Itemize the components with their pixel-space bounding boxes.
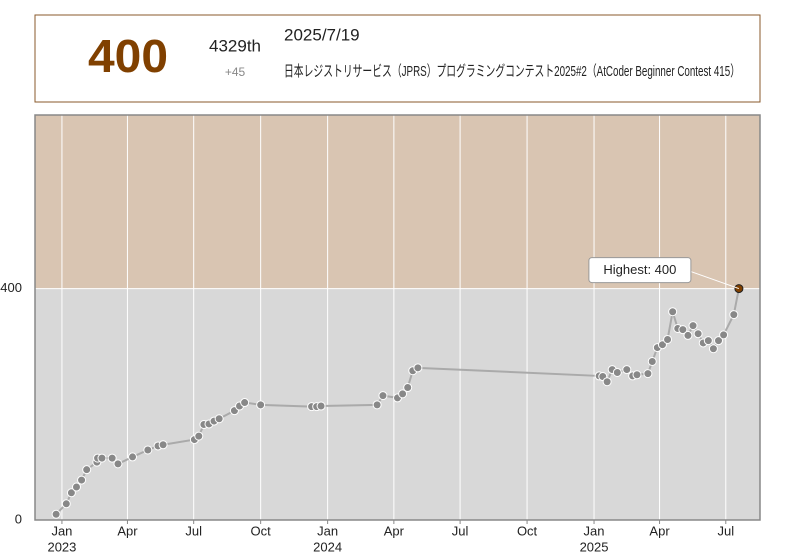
point xyxy=(71,482,81,492)
date: 2025/7/19 xyxy=(284,25,360,44)
point xyxy=(398,389,408,399)
point xyxy=(194,431,204,441)
point xyxy=(66,488,76,498)
point xyxy=(612,367,622,377)
y-tick-label: 400 xyxy=(0,280,22,295)
x-tick-label: Oct xyxy=(251,523,272,538)
point xyxy=(714,336,724,346)
point xyxy=(61,499,71,509)
point xyxy=(256,400,266,410)
point xyxy=(693,329,703,339)
point xyxy=(113,459,123,469)
point xyxy=(214,414,224,424)
annotation-box xyxy=(588,257,692,284)
x-tick-label: Jul xyxy=(717,523,734,538)
x-tick-label: Jan xyxy=(584,523,605,538)
point xyxy=(602,377,612,387)
point xyxy=(703,336,713,346)
x-tick-label: Jul xyxy=(185,523,202,538)
x-tick-label: Oct xyxy=(517,523,538,538)
x-tick-year: 2024 xyxy=(313,539,342,554)
point xyxy=(663,334,673,344)
x-tick-year: 2023 xyxy=(47,539,76,554)
x-tick-label: Apr xyxy=(384,523,405,538)
point xyxy=(128,452,138,462)
point xyxy=(668,307,678,317)
point xyxy=(708,344,718,354)
x-tick-label: Jan xyxy=(317,523,338,538)
point xyxy=(77,475,87,485)
point xyxy=(678,325,688,335)
point xyxy=(647,356,657,366)
delta: +45 xyxy=(225,65,246,79)
x-tick-label: Jan xyxy=(51,523,72,538)
header-box xyxy=(34,14,761,103)
point xyxy=(729,310,739,320)
point xyxy=(97,453,107,463)
plot-border xyxy=(34,114,761,521)
annotation-text: Highest: 400 xyxy=(603,262,676,277)
point xyxy=(403,383,413,393)
point xyxy=(688,321,698,331)
point xyxy=(719,330,729,340)
point xyxy=(632,370,642,380)
contest-name: 日本レジストリサービス（JPRS）プログラミングコンテスト2025#2（AtCo… xyxy=(284,63,740,80)
point xyxy=(107,453,117,463)
rank: 4329th xyxy=(209,36,261,55)
y-tick-label: 0 xyxy=(15,511,22,526)
point xyxy=(413,363,423,373)
point xyxy=(240,398,250,408)
point xyxy=(372,400,382,410)
rating: 400 xyxy=(88,30,168,82)
point xyxy=(622,365,632,375)
point xyxy=(143,445,153,455)
point xyxy=(316,401,326,411)
point xyxy=(51,509,61,519)
point xyxy=(643,369,653,379)
x-tick-year: 2025 xyxy=(580,539,609,554)
point xyxy=(158,440,168,450)
x-tick-label: Apr xyxy=(117,523,138,538)
point xyxy=(378,391,388,401)
annotation-leader xyxy=(690,271,740,290)
point xyxy=(82,465,92,475)
band xyxy=(35,288,760,520)
point xyxy=(683,330,693,340)
x-tick-label: Jul xyxy=(452,523,469,538)
x-tick-label: Apr xyxy=(649,523,670,538)
